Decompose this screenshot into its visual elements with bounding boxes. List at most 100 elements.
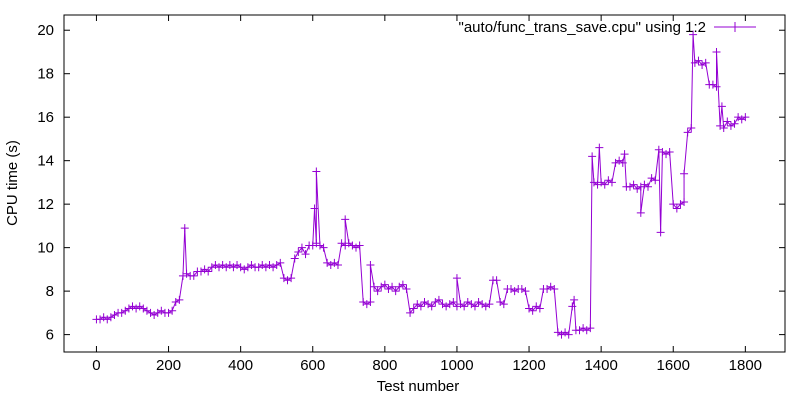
y-tick-label: 10	[37, 240, 54, 257]
data-point	[373, 287, 382, 296]
data-point	[229, 263, 238, 272]
data-point	[344, 239, 353, 248]
data-point	[510, 287, 519, 296]
x-tick-label: 1600	[657, 357, 690, 374]
data-point	[243, 263, 252, 272]
data-point	[517, 284, 526, 293]
data-point	[427, 302, 436, 311]
data-point	[279, 274, 288, 283]
data-point	[557, 330, 566, 339]
data-point	[737, 115, 746, 124]
data-point	[168, 306, 177, 315]
data-point	[600, 180, 609, 189]
x-axis-label: Test number	[377, 378, 460, 395]
data-point	[150, 311, 159, 320]
data-point	[254, 263, 263, 272]
data-point	[312, 167, 321, 176]
data-point	[310, 204, 319, 213]
data-point	[240, 265, 249, 274]
data-point	[478, 300, 487, 309]
y-tick-label: 18	[37, 66, 54, 83]
data-point	[672, 204, 681, 213]
data-point	[178, 271, 187, 280]
data-point	[535, 304, 544, 313]
data-point	[629, 180, 638, 189]
data-point	[326, 261, 335, 270]
data-point	[211, 261, 220, 270]
data-point	[481, 302, 490, 311]
data-point	[297, 243, 306, 252]
data-point	[568, 302, 577, 311]
data-point	[734, 113, 743, 122]
data-point	[233, 261, 242, 270]
x-tick-label: 1000	[440, 357, 473, 374]
data-point	[665, 147, 674, 156]
data-point	[258, 261, 267, 270]
data-point	[712, 47, 721, 56]
data-point	[586, 324, 595, 333]
data-point	[247, 261, 256, 270]
data-point	[496, 297, 505, 306]
data-point	[579, 324, 588, 333]
data-point	[717, 102, 726, 111]
data-point	[106, 313, 115, 322]
data-point	[128, 302, 137, 311]
data-point	[741, 113, 750, 122]
data-point	[656, 228, 665, 237]
data-point	[315, 241, 324, 250]
data-point	[121, 306, 130, 315]
data-point	[135, 302, 144, 311]
data-point	[658, 147, 667, 156]
plot-border	[63, 14, 786, 353]
data-point	[380, 280, 389, 289]
data-point	[218, 261, 227, 270]
data-point	[142, 306, 151, 315]
data-point	[521, 287, 530, 296]
data-point	[470, 302, 479, 311]
data-point	[712, 82, 721, 91]
data-point	[196, 267, 205, 276]
data-point	[312, 239, 321, 248]
data-point	[225, 261, 234, 270]
data-point	[308, 241, 317, 250]
data-point	[546, 282, 555, 291]
data-point	[550, 284, 559, 293]
data-point	[204, 267, 213, 276]
data-point	[222, 263, 231, 272]
data-point	[595, 143, 604, 152]
data-point	[640, 180, 649, 189]
x-tick-label: 200	[156, 357, 181, 374]
data-point	[680, 197, 689, 206]
data-point	[132, 304, 141, 313]
data-point	[582, 326, 591, 335]
data-point	[611, 158, 620, 167]
data-point	[620, 150, 629, 159]
data-point	[561, 328, 570, 337]
data-point	[456, 300, 465, 309]
data-point	[597, 178, 606, 187]
data-point	[449, 297, 458, 306]
data-point	[723, 117, 732, 126]
data-point	[528, 306, 537, 315]
data-point	[719, 124, 728, 133]
data-point	[607, 178, 616, 187]
data-point	[337, 239, 346, 248]
data-point	[362, 300, 371, 309]
data-point	[647, 174, 656, 183]
y-tick-label: 20	[37, 22, 54, 39]
data-point	[388, 282, 397, 291]
data-point	[625, 182, 634, 191]
y-tick-label: 14	[37, 153, 54, 170]
data-point	[499, 300, 508, 309]
data-point	[124, 304, 133, 313]
data-point	[370, 282, 379, 291]
y-tick-label: 12	[37, 196, 54, 213]
data-point	[406, 308, 415, 317]
data-point	[352, 243, 361, 252]
data-point	[644, 182, 653, 191]
data-point	[460, 302, 469, 311]
data-point	[294, 247, 303, 256]
y-tick-label: 16	[37, 109, 54, 126]
data-point	[200, 265, 209, 274]
